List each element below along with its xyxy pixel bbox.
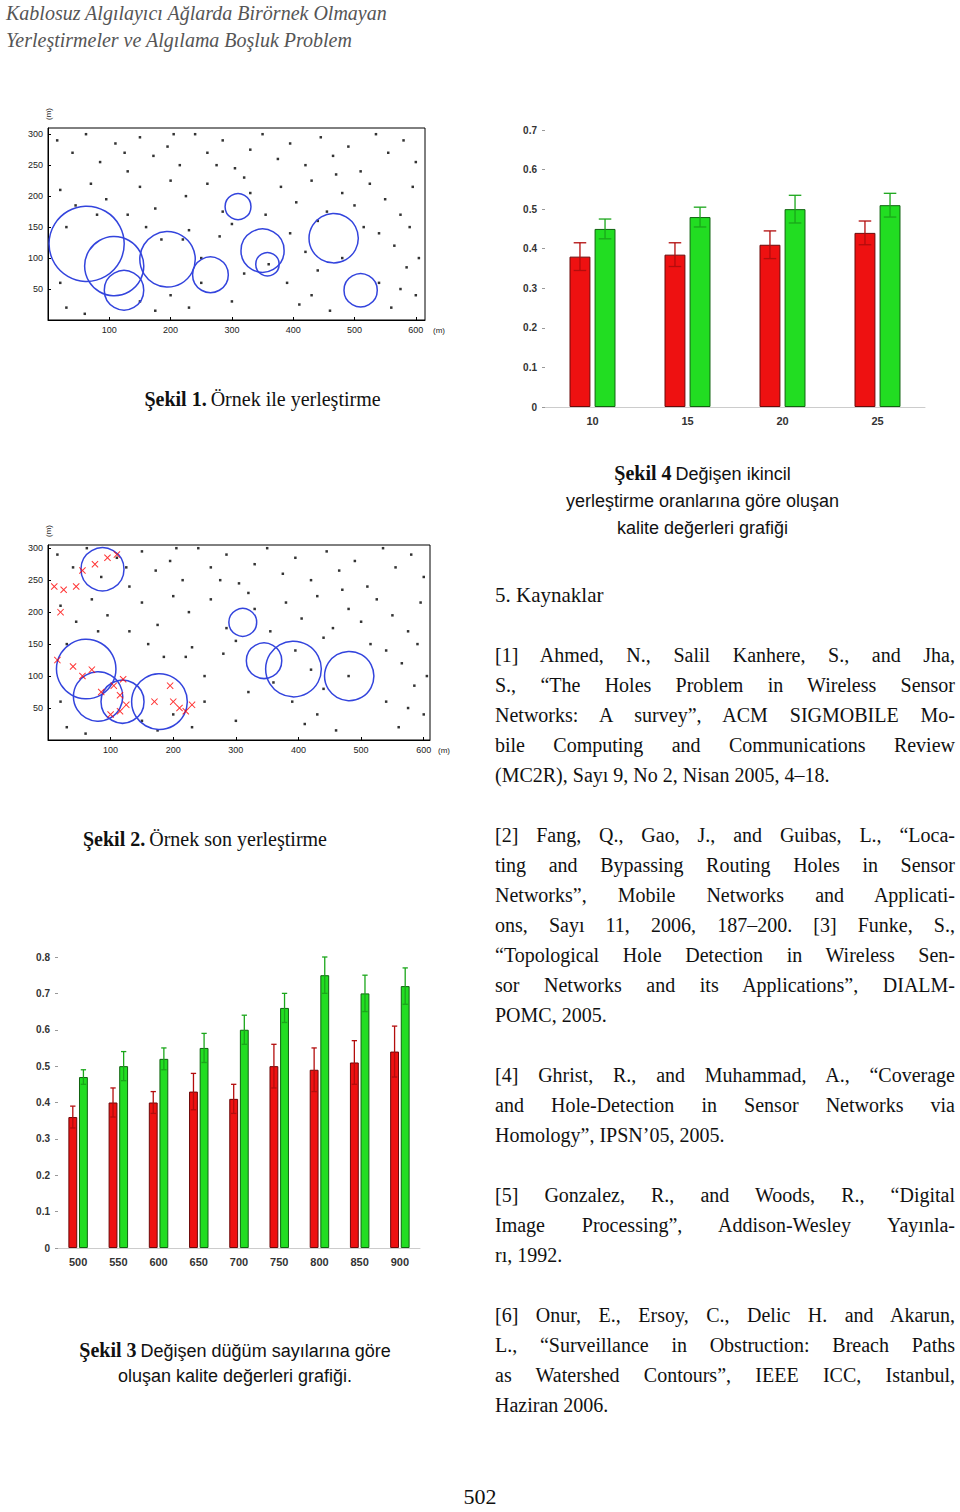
svg-text:(m): (m)	[44, 108, 53, 120]
html-text:kalite değerleri grafiği: kalite değerleri grafiği	[617, 518, 788, 538]
html-text:S., “The Holes Problem in Wire: S., “The Holes Problem in Wireless Senso…	[495, 674, 955, 696]
svg-text:0.3: 0.3	[36, 1133, 50, 1144]
html-text:ting and Bypassing Routing Hol: ting and Bypassing Routing Holes in Sens…	[495, 854, 955, 876]
svg-text:200: 200	[28, 191, 43, 201]
html-text:[5] Gonzalez, R., and Woods, R: [5] Gonzalez, R., and Woods, R., “Digita…	[495, 1184, 955, 1206]
html-text:[1] Ahmed, N., Salil Kanhere,: [1] Ahmed, N., Salil Kanhere, S., and Jh…	[495, 644, 955, 666]
svg-text:0.8: 0.8	[36, 952, 50, 963]
svg-text:650: 650	[190, 1256, 208, 1268]
html-text:as Watershed Contours”, IEEE I: as Watershed Contours”, IEEE ICC, Istanb…	[495, 1364, 955, 1386]
html-text:POMC, 2005.: POMC, 2005.	[495, 1004, 607, 1026]
html-text:[4] Ghrist, R., and Muhammad,: [4] Ghrist, R., and Muhammad, A., “Cover…	[495, 1064, 955, 1086]
html-text:and Hole-Detection in Sensor N: and Hole-Detection in Sensor Networks vi…	[495, 1094, 955, 1116]
svg-text:0.5: 0.5	[523, 204, 537, 215]
svg-text:300: 300	[28, 543, 43, 553]
svg-text:800: 800	[310, 1256, 328, 1268]
svg-text:(m): (m)	[433, 326, 445, 335]
svg-text:0.7: 0.7	[36, 988, 50, 999]
html-text:502: 502	[463, 1484, 497, 1509]
svg-text:550: 550	[109, 1256, 127, 1268]
html-text:L., “Surveillance in Obstructi: L., “Surveillance in Obstruction: Breach…	[495, 1334, 955, 1356]
html-text:Networks”, Mobile Networks and: Networks”, Mobile Networks and Applicati…	[495, 884, 955, 906]
html-text:ons, Sayı 11, 2006, 187–200. [: ons, Sayı 11, 2006, 187–200. [3] Funke, …	[495, 914, 955, 936]
html-text:Şekil 1. Örnek ile yerleştirme: Şekil 1. Örnek ile yerleştirme	[144, 388, 381, 410]
svg-text:850: 850	[350, 1256, 368, 1268]
html-text:Şekil 2. Örnek son yerleştirme: Şekil 2. Örnek son yerleştirme	[83, 828, 327, 850]
svg-text:250: 250	[28, 160, 43, 170]
svg-text:150: 150	[28, 639, 43, 649]
svg-text:500: 500	[347, 325, 362, 335]
html-text:[2] Fang, Q., Gao, J., and Gui: [2] Fang, Q., Gao, J., and Guibas, L., “…	[495, 824, 955, 846]
html-text:yerleştirme oranlarına göre ol: yerleştirme oranlarına göre oluşan	[565, 491, 840, 511]
html-text:Image Processing”, Addison-Wes: Image Processing”, Addison-Wesley Yayınl…	[495, 1214, 955, 1236]
svg-text:400: 400	[291, 745, 306, 755]
svg-text:900: 900	[391, 1256, 409, 1268]
svg-text:250: 250	[28, 575, 43, 585]
svg-text:750: 750	[270, 1256, 288, 1268]
html-text:5. Kaynaklar: 5. Kaynaklar	[495, 583, 604, 607]
svg-text:700: 700	[230, 1256, 248, 1268]
html-text:rı, 1992.: rı, 1992.	[495, 1244, 563, 1266]
svg-text:0.5: 0.5	[36, 1061, 50, 1072]
svg-text:500: 500	[69, 1256, 87, 1268]
html-text:“Topological Hole Detection in: “Topological Hole Detection in Wireless …	[495, 944, 955, 966]
svg-text:25: 25	[871, 415, 883, 427]
html-text:Şekil 4 Değişen ikincil: Şekil 4 Değişen ikincil	[614, 462, 791, 484]
svg-text:100: 100	[28, 671, 43, 681]
svg-text:600: 600	[416, 745, 431, 755]
svg-text:500: 500	[354, 745, 369, 755]
svg-text:0.3: 0.3	[523, 283, 537, 294]
svg-text:150: 150	[28, 222, 43, 232]
svg-text:0.4: 0.4	[523, 243, 537, 254]
svg-text:0.4: 0.4	[36, 1097, 50, 1108]
svg-text:100: 100	[28, 253, 43, 263]
html-text:Homology”, IPSN’05, 2005.: Homology”, IPSN’05, 2005.	[495, 1124, 725, 1146]
html-text:(MC2R), Sayı 9, No 2, Nisan 20: (MC2R), Sayı 9, No 2, Nisan 2005, 4–18.	[495, 764, 830, 786]
html-text:[6] Onur, E., Ersoy, C., Delic: [6] Onur, E., Ersoy, C., Delic H. and Ak…	[495, 1304, 955, 1326]
svg-text:200: 200	[163, 325, 178, 335]
svg-text:100: 100	[102, 325, 117, 335]
svg-text:0.2: 0.2	[523, 322, 537, 333]
svg-text:300: 300	[28, 129, 43, 139]
svg-text:200: 200	[166, 745, 181, 755]
html-text:Haziran 2006.: Haziran 2006.	[495, 1394, 609, 1416]
svg-text:10: 10	[586, 415, 598, 427]
svg-text:(m): (m)	[438, 746, 450, 755]
svg-text:100: 100	[103, 745, 118, 755]
svg-text:600: 600	[149, 1256, 167, 1268]
svg-text:0.7: 0.7	[523, 125, 537, 136]
svg-text:50: 50	[33, 284, 43, 294]
svg-text:200: 200	[28, 607, 43, 617]
svg-text:0.1: 0.1	[36, 1206, 50, 1217]
svg-text:0.6: 0.6	[523, 164, 537, 175]
html-text:oluşan kalite değerleri grafiğ: oluşan kalite değerleri grafiği.	[117, 1366, 353, 1386]
html-text:bile Computing and Communicati: bile Computing and Communications Review	[495, 734, 955, 756]
html-text:Kablosuz Algılayıcı Ağlarda Bi: Kablosuz Algılayıcı Ağlarda Birörnek Olm…	[6, 2, 387, 24]
svg-text:300: 300	[228, 745, 243, 755]
svg-text:600: 600	[408, 325, 423, 335]
svg-text:0.2: 0.2	[36, 1170, 50, 1181]
svg-text:0.6: 0.6	[36, 1024, 50, 1035]
html-text:Networks: A survey”, ACM SIGMO: Networks: A survey”, ACM SIGMOBILE Mo-	[495, 704, 955, 726]
svg-text:(m): (m)	[44, 525, 53, 537]
html-text:sor Networks and its Applicati: sor Networks and its Applications”, DIAL…	[495, 974, 955, 996]
svg-text:0.1: 0.1	[523, 362, 537, 373]
svg-text:20: 20	[776, 415, 788, 427]
svg-text:50: 50	[33, 703, 43, 713]
html-text:Yerleştirmeler ve Algılama Boş: Yerleştirmeler ve Algılama Boşluk Proble…	[6, 29, 352, 51]
svg-text:0: 0	[531, 402, 537, 413]
svg-text:0: 0	[44, 1243, 50, 1254]
svg-text:15: 15	[681, 415, 693, 427]
svg-text:400: 400	[286, 325, 301, 335]
html-text:Şekil 3 Değişen düğüm sayıları: Şekil 3 Değişen düğüm sayılarına göre	[79, 1339, 391, 1361]
svg-text:300: 300	[224, 325, 239, 335]
